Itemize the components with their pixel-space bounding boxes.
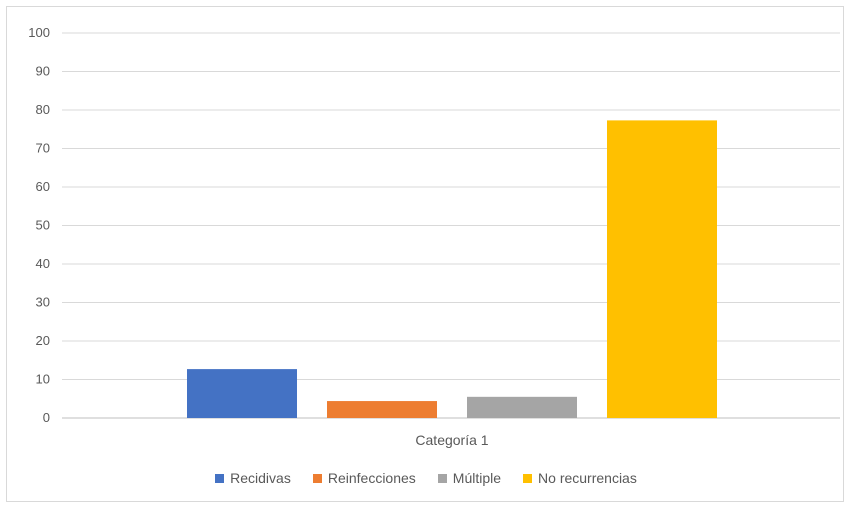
- legend-label-recidivas: Recidivas: [230, 470, 291, 486]
- y-tick-label-80: 80: [36, 102, 50, 117]
- legend-swatch-multiple: [437, 473, 447, 483]
- legend-label-multiple: Múltiple: [452, 470, 502, 486]
- y-tick-label-60: 60: [36, 179, 50, 194]
- legend-swatch-no-recurrencias: [523, 473, 533, 483]
- bar-reinfecciones: [327, 401, 437, 418]
- bar-no-recurrencias: [607, 120, 717, 419]
- legend-label-reinfecciones: Reinfecciones: [327, 470, 416, 486]
- legend-swatch-reinfecciones: [312, 473, 322, 483]
- bar-recidivas: [187, 369, 297, 418]
- y-tick-label-20: 20: [36, 333, 50, 348]
- bars: [187, 120, 717, 419]
- y-tick-label-0: 0: [43, 410, 50, 425]
- legend-swatch-recidivas: [215, 473, 225, 483]
- y-tick-label-100: 100: [28, 25, 50, 40]
- y-tick-label-70: 70: [36, 141, 50, 156]
- bar-m-ltiple: [467, 396, 577, 418]
- x-category-label: Categoría 1: [415, 432, 488, 448]
- gridlines: [62, 32, 840, 419]
- y-tick-label-30: 30: [36, 295, 50, 310]
- y-tick-label-90: 90: [36, 64, 50, 79]
- legend-item-no-recurrencias: No recurrencias: [523, 470, 637, 486]
- legend: Recidivas Reinfecciones Múltiple No recu…: [0, 470, 852, 486]
- legend-label-no-recurrencias: No recurrencias: [538, 470, 637, 486]
- y-tick-label-10: 10: [36, 372, 50, 387]
- legend-item-recidivas: Recidivas: [215, 470, 291, 486]
- y-tick-label-50: 50: [36, 218, 50, 233]
- legend-item-reinfecciones: Reinfecciones: [312, 470, 416, 486]
- legend-item-multiple: Múltiple: [437, 470, 502, 486]
- y-tick-label-40: 40: [36, 256, 50, 271]
- y-axis-ticks: 0 10 20 30 40 50 60 70 80 90 100: [28, 25, 50, 425]
